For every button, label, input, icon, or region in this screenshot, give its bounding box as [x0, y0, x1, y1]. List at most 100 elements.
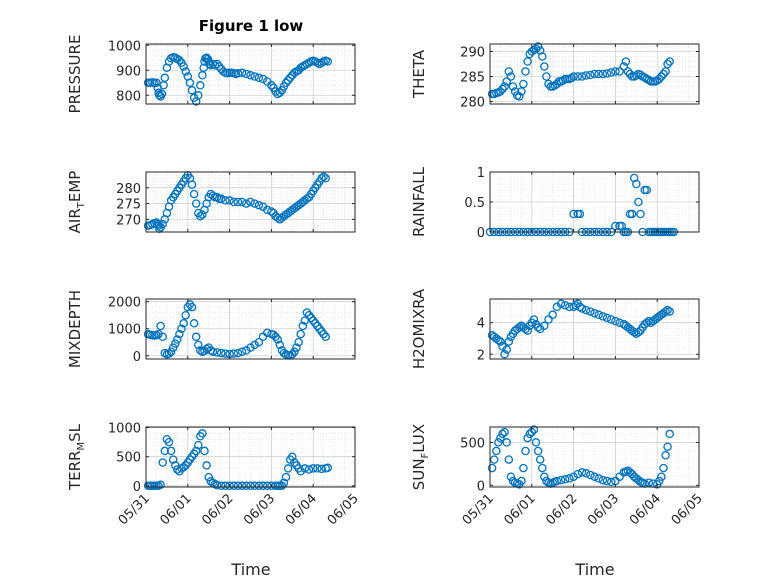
data-point [246, 343, 255, 352]
data-point [229, 349, 239, 358]
data-point [496, 87, 505, 96]
data-point [577, 468, 587, 477]
data-point [304, 465, 314, 474]
data-point [533, 446, 543, 456]
y-axis-label: PRESSURE [66, 35, 84, 114]
data-point [154, 329, 163, 339]
data-point [181, 67, 190, 76]
data-point [665, 307, 674, 316]
x-axis-label-right: Time [574, 560, 614, 579]
data-point [525, 429, 534, 439]
data-point [644, 478, 654, 487]
data-point [581, 71, 591, 80]
data-point [627, 469, 637, 479]
data-point [300, 61, 310, 70]
data-point [496, 337, 505, 346]
data-point [663, 305, 672, 315]
data-point [586, 70, 595, 80]
data-point [498, 84, 507, 94]
y-axis-label: SUNFLUX [410, 424, 431, 490]
data-point [285, 73, 295, 83]
data-point [606, 315, 616, 324]
data-point [510, 87, 520, 96]
data-point [221, 349, 230, 358]
data-point [288, 452, 297, 461]
data-point [542, 72, 551, 81]
data-point [531, 44, 541, 54]
data-point [160, 73, 170, 83]
data-point [623, 67, 633, 76]
y-tick-label: 1 [477, 166, 485, 181]
data-point [158, 219, 167, 229]
data-point [219, 67, 228, 76]
x-tick-label: 06/05 [325, 491, 362, 528]
data-point [515, 323, 524, 332]
data-point [250, 72, 259, 81]
data-point [665, 57, 674, 66]
data-point [544, 315, 553, 324]
data-point [254, 200, 264, 210]
data-point [494, 335, 503, 345]
y-axis-label: H2OMIXRA [410, 288, 428, 369]
axes-box [489, 43, 700, 105]
data-point [504, 337, 514, 346]
x-tick-label: 06/04 [283, 491, 320, 528]
data-point [569, 209, 578, 219]
data-point [560, 475, 570, 484]
data-point [175, 329, 184, 339]
data-point [560, 301, 570, 310]
data-point [506, 472, 516, 481]
data-point [210, 61, 220, 70]
axes-box [489, 298, 700, 360]
data-point [598, 69, 608, 79]
data-point [636, 209, 645, 219]
data-point [319, 172, 328, 181]
data-point [573, 72, 583, 81]
data-point [504, 67, 514, 76]
x-tick-label: 05/31 [460, 491, 497, 528]
data-point [158, 458, 167, 467]
data-point [540, 62, 549, 71]
subplot-8: 0 500 05/31 06/01 06/02 06/03 06/04 06/05 SUNFLU… [410, 424, 706, 529]
data-point [502, 438, 511, 447]
data-point [519, 463, 528, 473]
data-point [598, 475, 608, 485]
data-point [565, 474, 574, 483]
data-point [523, 57, 532, 66]
y-tick-label: 0 [133, 350, 141, 365]
data-point [515, 92, 524, 101]
data-point [594, 474, 603, 483]
y-tick-label: 900 [116, 64, 141, 79]
data-point [191, 199, 201, 208]
data-point [663, 442, 672, 451]
axes-box [145, 43, 356, 105]
data-point [642, 185, 652, 195]
data-point [246, 197, 255, 207]
data-point [498, 429, 507, 439]
y-tick-label: 0 [477, 479, 485, 494]
data-point [168, 455, 178, 464]
data-point [246, 71, 255, 80]
data-point [302, 194, 312, 204]
data-point [273, 335, 282, 344]
x-tick-label: 06/02 [199, 491, 236, 528]
data-point [581, 469, 591, 478]
y-tick-label: 800 [116, 89, 141, 104]
y-tick-label: 1000 [108, 323, 141, 338]
data-point [267, 207, 276, 216]
x-tick-label: 06/02 [543, 491, 580, 528]
data-point [527, 47, 537, 56]
data-point [298, 321, 308, 331]
data-point [196, 211, 205, 221]
data-point [166, 347, 176, 356]
data-point [625, 468, 635, 477]
data-point [292, 343, 301, 352]
data-point [540, 472, 549, 481]
data-point [206, 476, 216, 486]
data-point [304, 58, 314, 68]
y-tick-label: 275 [116, 198, 141, 213]
data-point [196, 81, 205, 90]
y-axis-label: THETA [410, 49, 428, 99]
